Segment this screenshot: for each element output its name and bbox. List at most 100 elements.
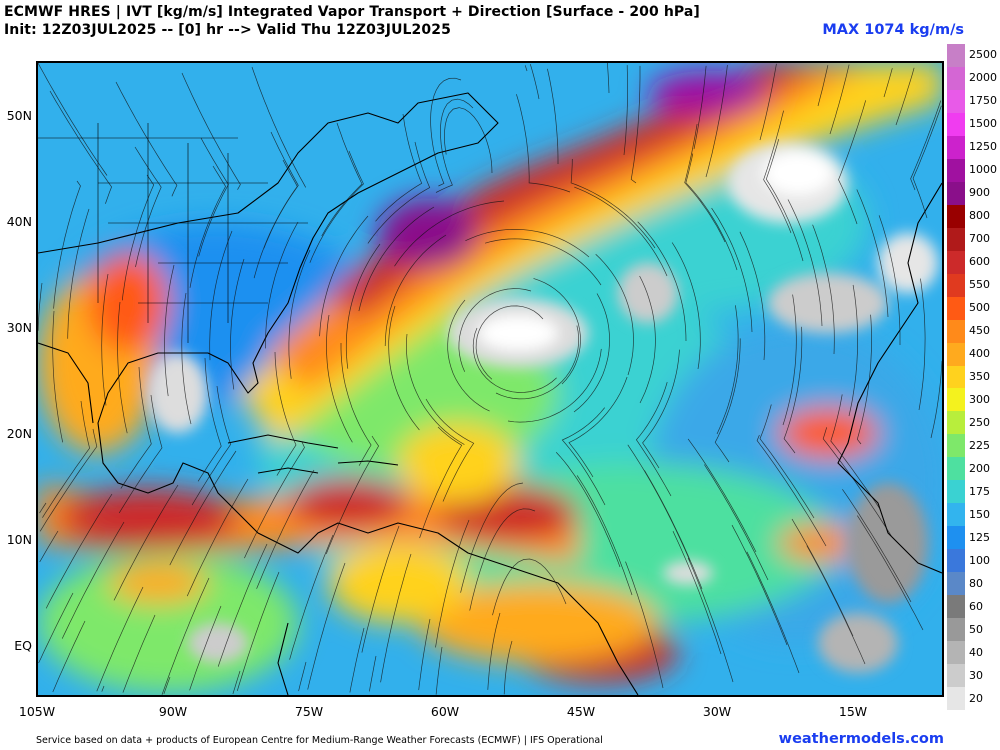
lon-label-105w: 105W [18,704,56,719]
streamline [848,284,858,417]
colorbar-swatch [947,181,965,206]
streamline [197,357,222,482]
streamline [42,400,90,518]
state-borders [38,123,308,343]
streamline [731,524,788,646]
colorbar-label: 900 [969,186,990,200]
streamline [39,530,59,563]
colorbar-label: 40 [969,645,983,659]
colorbar-swatch [947,664,965,688]
lat-label-30n: 30N [6,320,32,335]
map-title: ECMWF HRES | IVT [kg/m/s] Integrated Vap… [4,4,700,20]
streamline [186,478,249,597]
streamline [447,299,490,412]
colorbar-label: 600 [969,255,990,269]
colorbar-label: 1000 [969,163,997,177]
streamline [817,65,829,107]
streamline [369,655,377,692]
streamline [298,661,307,692]
streamline [120,366,152,489]
streamline [265,221,299,349]
colorbar-swatch [947,296,965,321]
streamline [435,519,470,648]
streamline [623,65,628,156]
streamline [561,407,606,506]
streamline [460,482,524,593]
site-link[interactable]: weathermodels.com [778,731,944,747]
streamline [326,314,353,443]
colorbar-label: 500 [969,301,990,315]
lon-label-30w: 30W [702,704,732,719]
streamline [469,508,536,611]
streamline [169,450,237,566]
streamline [256,469,315,589]
colorbar-label: 400 [969,347,990,361]
colorbar-swatch [947,250,965,275]
streamline [822,427,893,538]
streamline [595,253,634,376]
streamline [529,63,540,100]
colorbar-label: 250 [969,415,990,429]
max-value-label: MAX 1074 kg/m/s [822,22,964,38]
colorbar-swatch [947,89,965,114]
colorbar-swatch [947,227,965,252]
streamline [791,518,854,637]
streamline [895,67,915,126]
streamline [555,452,621,568]
streamline [746,551,800,674]
colorbar-swatch [947,66,965,91]
streamline [756,434,827,547]
colorbar-label: 800 [969,209,990,223]
streamline [856,189,889,318]
streamline [289,534,334,660]
streamline [358,206,435,312]
streamline [101,685,105,692]
colorbar-label: 450 [969,324,990,338]
streamline [217,543,268,667]
streamline [53,180,81,309]
streamline [637,221,687,342]
streamline [687,438,757,553]
streamline [524,65,528,72]
streamline [244,441,305,559]
streamline [384,234,447,347]
streamline [380,553,412,683]
lon-label-60w: 60W [430,704,460,719]
streamline [45,493,113,609]
streamline [485,238,602,286]
colorbar-swatch [947,411,965,435]
colorbar-label: 175 [969,484,990,498]
streamline [495,325,579,400]
streamline [716,305,739,435]
colorbar-swatch [947,44,965,68]
streamline [630,65,641,184]
colorbar-swatch [947,204,965,229]
streamline [122,614,156,693]
streamline [472,327,557,393]
streamline [714,338,741,463]
streamline [52,310,64,443]
streamline [191,385,232,506]
map-subtitle: Init: 12Z03JUL2025 -- [0] hr --> Valid T… [4,22,451,38]
ivt-colorbar [947,44,965,711]
streamline [829,64,850,135]
streamline [163,676,171,695]
streamline [684,123,726,243]
colorbar-label: 300 [969,392,990,406]
streamline [765,139,804,262]
streamline [576,475,633,596]
streamline [704,464,769,581]
streamline [115,81,178,197]
colorbar-swatch [947,480,965,504]
colorbar-label: 50 [969,622,983,636]
streamline [117,301,128,434]
streamline [367,141,431,244]
colorbar-swatch [947,503,965,527]
streamline [739,231,766,361]
colorbar-swatch [947,273,965,298]
colorbar-label: 1750 [969,94,997,108]
streamline [161,577,210,695]
streamline [38,63,108,176]
colorbar-label: 225 [969,438,990,452]
lat-label-10n: 10N [6,532,32,547]
